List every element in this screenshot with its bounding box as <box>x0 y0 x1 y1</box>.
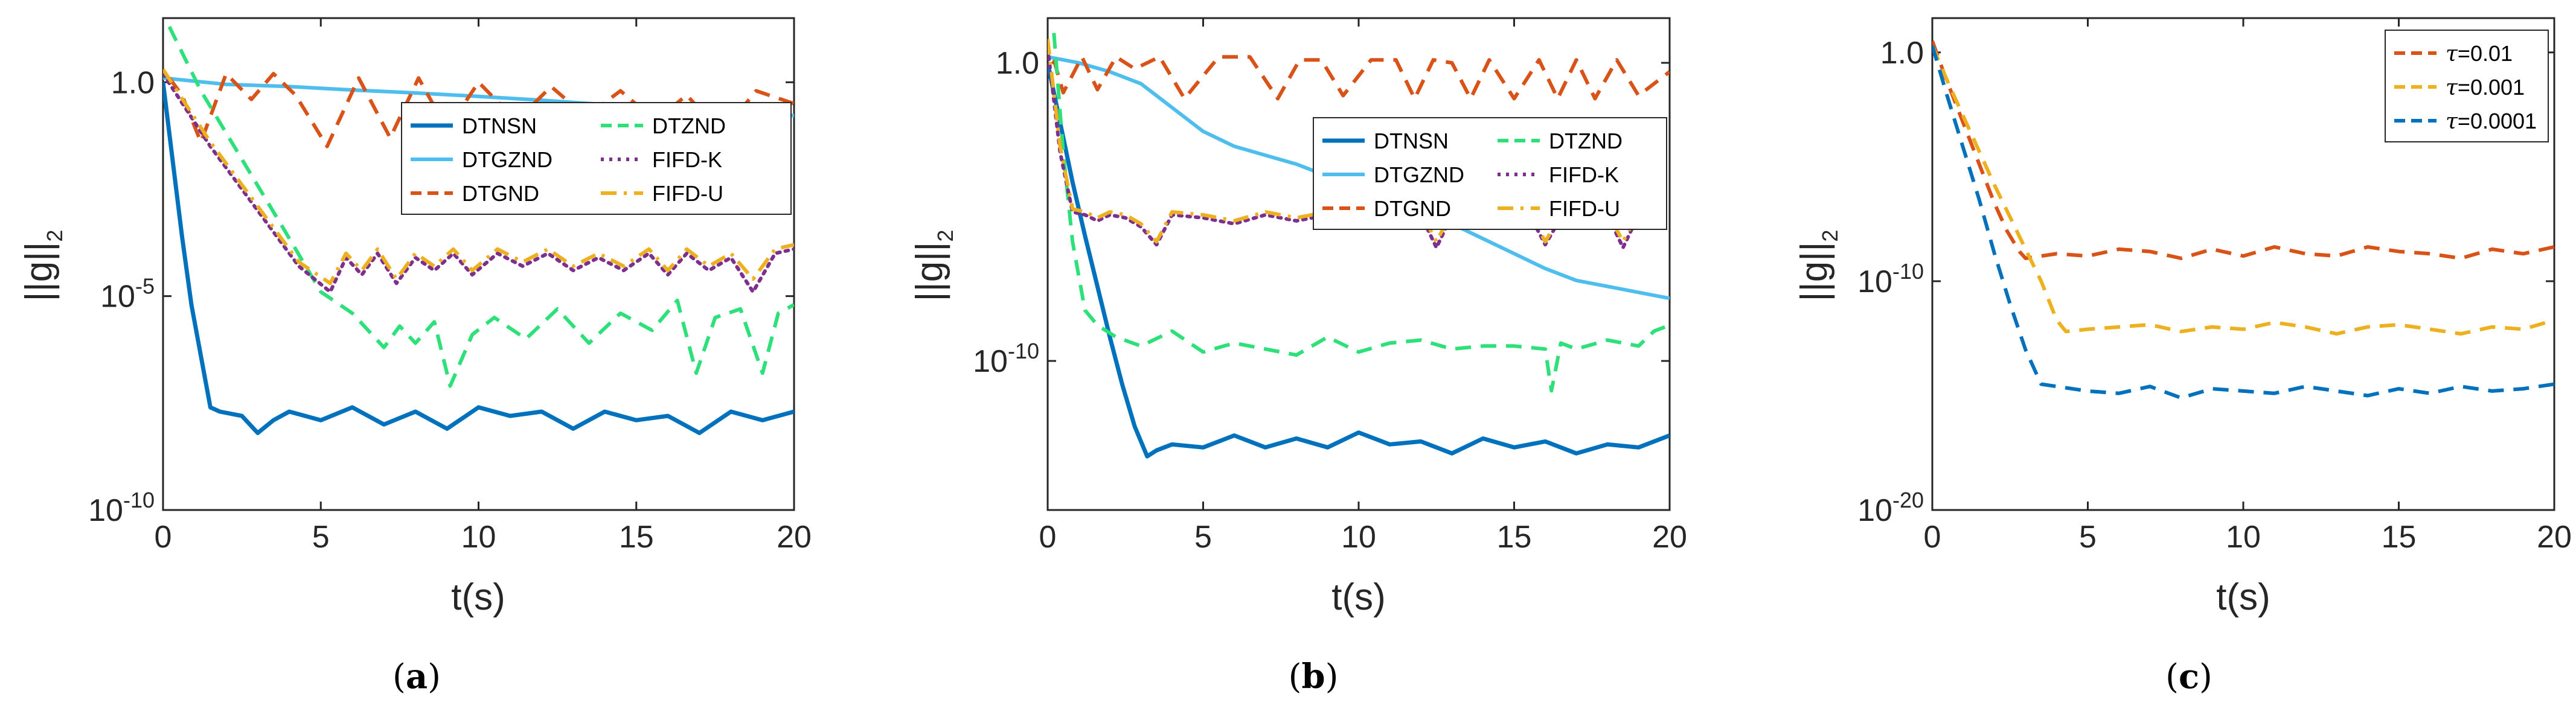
series-line-b-fifd-k <box>1048 46 1670 250</box>
x-tick-label-a-3: 15 <box>619 520 654 555</box>
y-tick-label-c-1: 10-10 <box>1857 259 1924 299</box>
series-line-a-fifd-u <box>163 68 794 285</box>
x-tick-label-c-0: 0 <box>1924 520 1941 555</box>
x-tick-label-c-4: 20 <box>2537 520 2572 555</box>
legend-label-c-0: τ=0.01 <box>2446 41 2513 66</box>
legend-label-a-0: DTNSN <box>462 113 537 138</box>
y-tick-label-c-0: 10-20 <box>1857 488 1924 528</box>
legend-box-b <box>1313 117 1667 230</box>
plot-area-b <box>1046 17 1671 511</box>
legend-box-a <box>401 102 792 215</box>
series-line-b-dtznd <box>1052 33 1670 393</box>
series-line-b-dtnsn <box>1048 62 1670 459</box>
x-tick-label-b-0: 0 <box>1039 520 1057 555</box>
legend-label-b-0: DTNSN <box>1374 129 1449 153</box>
x-tick-label-c-3: 15 <box>2382 520 2417 555</box>
caption-b: (b) <box>1289 657 1339 696</box>
x-tick-label-a-4: 20 <box>777 520 812 555</box>
legend-label-b-5: FIFD-U <box>1549 196 1620 221</box>
series-line-a-dtznd <box>167 25 794 388</box>
legend-label-b-4: FIFD-K <box>1549 162 1619 187</box>
legend-label-b-3: DTZND <box>1549 129 1623 153</box>
gridless-axis-a: 0 5 10 15 20 10-10 10-5 1.0 <box>88 18 812 555</box>
legend-label-c-2: τ=0.0001 <box>2446 109 2537 134</box>
y-axis-label-b: ||g||2 <box>909 230 958 302</box>
x-axis-label-a: t(s) <box>451 576 505 618</box>
legend-label-c-1: τ=0.001 <box>2446 75 2525 100</box>
x-tick-label-b-2: 10 <box>1341 520 1376 555</box>
y-tick-label-c-2: 1.0 <box>1880 36 1924 71</box>
y-tick-label-a-0: 10-10 <box>88 488 155 528</box>
caption-c: (c) <box>2165 657 2212 696</box>
legend-label-b-1: DTGZND <box>1374 162 1464 187</box>
x-axis-label-b: t(s) <box>1331 576 1386 618</box>
legend-label-a-3: DTZND <box>652 113 726 138</box>
legend-label-b-2: DTGND <box>1374 196 1451 221</box>
x-tick-label-b-4: 20 <box>1652 520 1687 555</box>
y-axis-label-a: ||g||2 <box>18 230 67 302</box>
legend-label-a-5: FIFD-U <box>652 181 723 206</box>
legend-label-a-4: FIFD-K <box>652 147 722 172</box>
series-line-c--0-0001 <box>1932 45 2554 400</box>
legend-c: τ=0.01 τ=0.001 τ=0.0001 <box>2385 30 2549 142</box>
panel-a: 0 5 10 15 20 10-10 10-5 1.0 DTNSN DTGZND DTGND DTZ… <box>18 17 812 696</box>
series-line-b-fifd-u <box>1048 39 1670 244</box>
series-line-c--0-01 <box>1932 40 2554 260</box>
legend-a: DTNSN DTGZND DTGND DTZND FIFD-K FIFD-U <box>401 102 792 215</box>
x-tick-label-c-2: 10 <box>2226 520 2261 555</box>
x-axis-label-c: t(s) <box>2216 576 2270 618</box>
x-tick-label-b-3: 15 <box>1497 520 1532 555</box>
series-line-a-dtnsn <box>163 81 794 435</box>
y-tick-label-a-2: 1.0 <box>111 65 155 100</box>
legend-label-a-2: DTGND <box>462 181 539 206</box>
series-layer-c <box>1932 40 2554 400</box>
y-tick-label-a-1: 10-5 <box>100 274 155 314</box>
series-line-b-dtgnd <box>1052 55 1670 101</box>
x-tick-label-a-0: 0 <box>155 520 172 555</box>
series-line-c--0-001 <box>1932 45 2554 336</box>
gridless-axis-c: 0 5 10 15 20 10-20 10-10 1.0 <box>1857 18 2572 555</box>
y-axis-label-c: ||g||2 <box>1793 230 1842 302</box>
series-line-a-fifd-k <box>163 72 794 294</box>
x-tick-label-b-1: 5 <box>1194 520 1212 555</box>
y-tick-label-b-1: 1.0 <box>996 46 1039 81</box>
caption-a: (a) <box>392 657 441 696</box>
legend-label-a-1: DTGZND <box>462 147 553 172</box>
panel-b: 0 5 10 15 20 10-10 1.0 DTNSN DTGZND DTGND DTZND FI… <box>909 17 1687 696</box>
legend-b: DTNSN DTGZND DTGND DTZND FIFD-K FIFD-U <box>1313 117 1667 230</box>
x-tick-label-c-1: 5 <box>2079 520 2097 555</box>
y-tick-label-b-0: 10-10 <box>973 339 1039 379</box>
x-tick-label-a-1: 5 <box>312 520 330 555</box>
x-tick-label-a-2: 10 <box>461 520 496 555</box>
